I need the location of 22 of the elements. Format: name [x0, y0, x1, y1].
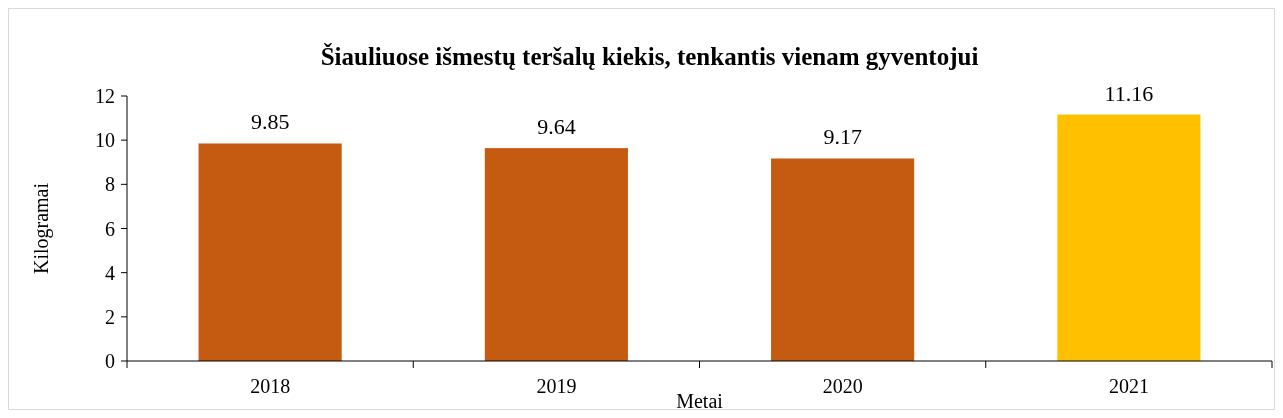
bar [1057, 114, 1201, 361]
y-tick-label: 8 [105, 173, 115, 196]
data-label: 9.85 [250, 109, 290, 135]
x-tick-label: 2020 [822, 375, 863, 397]
x-tick-label: 2019 [536, 375, 577, 397]
bar [771, 158, 915, 361]
y-axis-title: Kilogramai [30, 182, 53, 275]
x-axis-title: Metai [676, 390, 724, 412]
bar [484, 148, 628, 361]
x-tick-label: 2021 [1108, 375, 1149, 397]
y-tick-label: 4 [105, 261, 115, 284]
y-tick-label: 12 [95, 85, 115, 107]
bar [198, 143, 342, 361]
y-tick-label: 6 [105, 217, 115, 240]
y-tick-label: 10 [95, 129, 115, 152]
y-tick-label: 2 [105, 305, 115, 328]
y-tick-label: 0 [105, 350, 115, 372]
chart-title: Šiauliuose išmestų teršalų kiekis, tenkantis vienam gyventojui [320, 43, 979, 70]
data-label: 9.17 [823, 124, 862, 150]
data-label: 9.64 [537, 114, 576, 140]
data-label: 11.16 [1104, 80, 1154, 106]
x-tick-label: 2018 [250, 375, 291, 397]
